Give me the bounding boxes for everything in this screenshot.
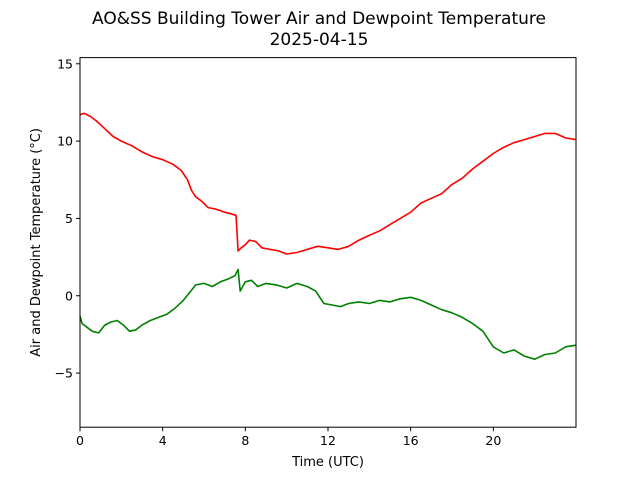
x-tick-label: 4: [159, 433, 167, 448]
x-tick-label: 8: [241, 433, 249, 448]
y-axis: −5 0 5 10 15: [55, 56, 80, 381]
x-tick-label: 12: [320, 433, 336, 448]
y-tick-label: 10: [57, 134, 73, 149]
chart-title: AO&SS Building Tower Air and Dewpoint Te…: [92, 9, 546, 29]
y-tick-label: 5: [65, 211, 73, 226]
series-line-0: [79, 112, 577, 255]
y-axis-label: Air and Dewpoint Temperature (°C): [29, 128, 44, 357]
plot-area: [79, 112, 577, 361]
x-tick-label: 0: [76, 433, 84, 448]
chart-subtitle: 2025-04-15: [270, 30, 369, 50]
plot-frame: [79, 57, 577, 428]
x-axis: 0 4 8 12 16 20: [76, 427, 501, 448]
y-tick-label: 0: [65, 288, 73, 303]
series-line-1: [79, 268, 577, 361]
y-tick-label: 15: [57, 56, 73, 71]
x-tick-label: 16: [403, 433, 419, 448]
y-tick-label: −5: [55, 366, 73, 381]
x-axis-label: Time (UTC): [291, 455, 364, 470]
x-tick-label: 20: [485, 433, 501, 448]
